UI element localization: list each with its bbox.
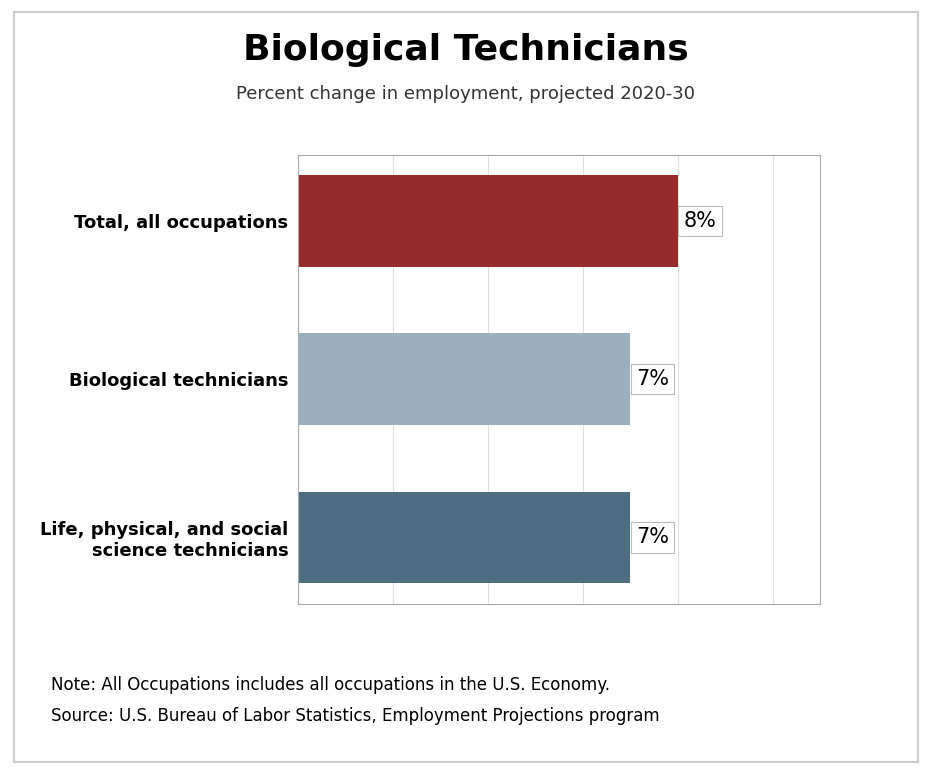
Text: 7%: 7% bbox=[636, 527, 669, 547]
Text: Note: All Occupations includes all occupations in the U.S. Economy.: Note: All Occupations includes all occup… bbox=[51, 676, 610, 694]
Text: Source: U.S. Bureau of Labor Statistics, Employment Projections program: Source: U.S. Bureau of Labor Statistics,… bbox=[51, 707, 660, 725]
Bar bbox=[298, 334, 630, 425]
Bar bbox=[298, 491, 630, 584]
Text: Biological Technicians: Biological Technicians bbox=[243, 33, 689, 67]
Text: 8%: 8% bbox=[683, 211, 717, 231]
Bar bbox=[298, 175, 678, 267]
Text: 7%: 7% bbox=[636, 369, 669, 389]
Text: Percent change in employment, projected 2020-30: Percent change in employment, projected … bbox=[237, 85, 695, 104]
